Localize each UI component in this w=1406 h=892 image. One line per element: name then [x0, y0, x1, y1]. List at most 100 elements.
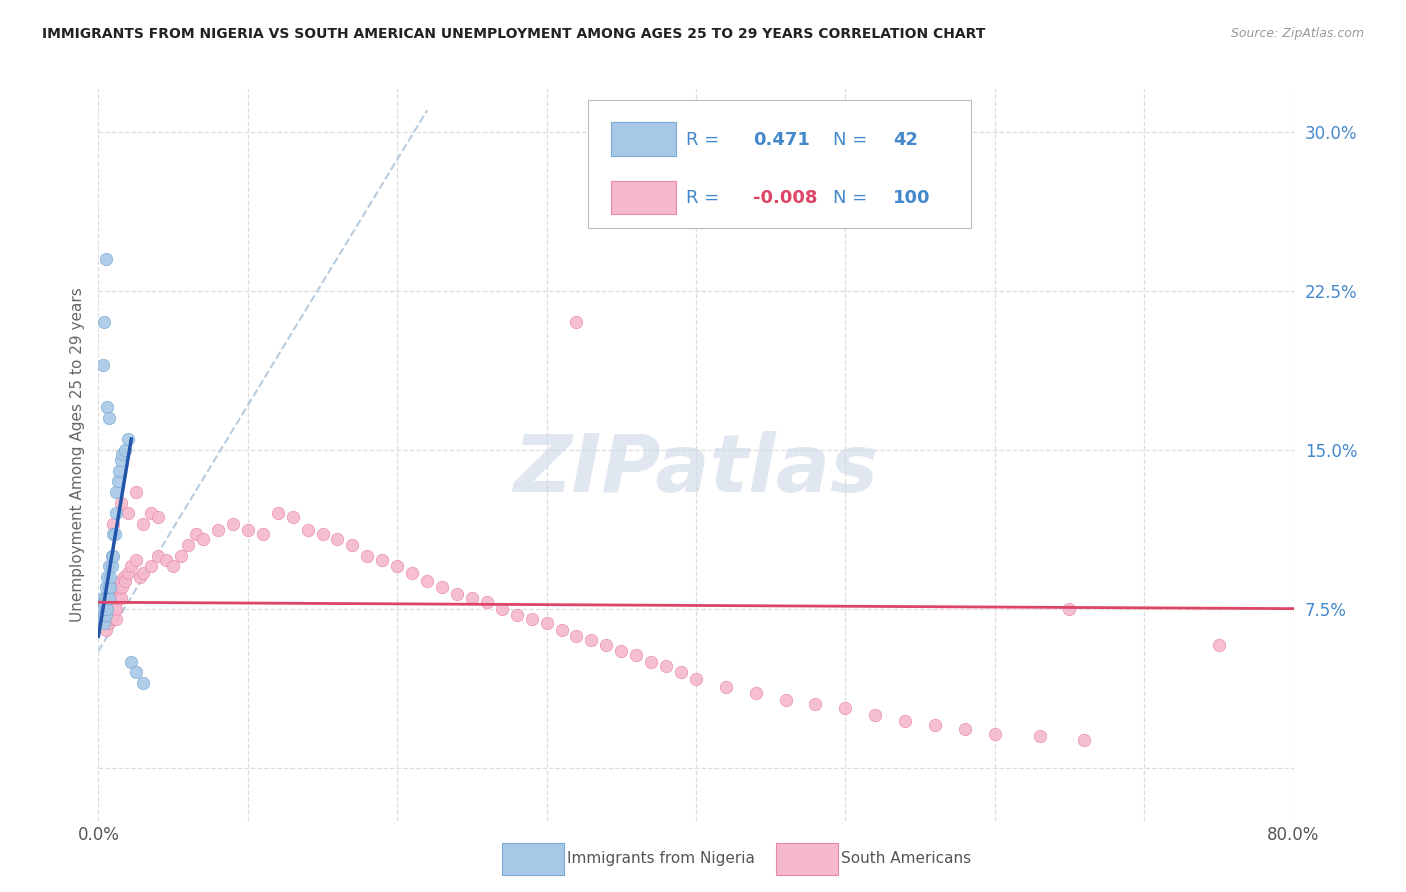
Point — [101, 559, 124, 574]
Point — [97, 559, 120, 574]
Point — [110, 453, 132, 467]
Text: 42: 42 — [893, 130, 918, 149]
Point — [430, 581, 453, 595]
Point — [107, 475, 129, 489]
Point — [117, 566, 139, 580]
Point — [252, 527, 274, 541]
Text: 100: 100 — [893, 189, 931, 207]
Point — [865, 707, 887, 722]
FancyBboxPatch shape — [502, 843, 564, 875]
Point — [96, 591, 118, 605]
Point — [475, 595, 498, 609]
Point — [98, 570, 122, 584]
Point — [103, 516, 125, 531]
Point — [98, 607, 122, 622]
Point — [114, 442, 136, 457]
Point — [110, 574, 132, 588]
Point — [281, 510, 304, 524]
Point — [640, 655, 662, 669]
Point — [714, 680, 737, 694]
Text: -0.008: -0.008 — [754, 189, 818, 207]
Point — [97, 616, 120, 631]
Point — [93, 607, 115, 622]
Point — [669, 665, 692, 680]
Point — [297, 523, 319, 537]
Point — [117, 432, 139, 446]
Point — [105, 601, 128, 615]
Point — [111, 447, 134, 461]
Point — [105, 506, 128, 520]
Text: IMMIGRANTS FROM NIGERIA VS SOUTH AMERICAN UNEMPLOYMENT AMONG AGES 25 TO 29 YEARS: IMMIGRANTS FROM NIGERIA VS SOUTH AMERICA… — [42, 27, 986, 41]
Point — [104, 591, 127, 605]
Point — [93, 607, 115, 622]
Point — [107, 591, 129, 605]
Point — [565, 629, 588, 643]
Point — [96, 401, 118, 415]
Point — [90, 607, 112, 622]
Point — [745, 686, 768, 700]
Point — [104, 601, 127, 615]
Point — [97, 410, 120, 425]
Point — [110, 495, 132, 509]
Point — [416, 574, 439, 588]
Point — [105, 612, 128, 626]
Point — [91, 616, 114, 631]
Point — [96, 570, 118, 584]
Point — [834, 701, 856, 715]
Point — [804, 697, 827, 711]
Point — [104, 527, 127, 541]
Point — [371, 553, 394, 567]
Point — [91, 591, 114, 605]
Point — [103, 549, 125, 563]
Point — [94, 612, 117, 626]
Point — [120, 559, 142, 574]
Point — [125, 665, 148, 680]
Point — [94, 252, 117, 266]
Point — [105, 485, 128, 500]
Point — [311, 527, 333, 541]
Point — [610, 644, 633, 658]
Point — [117, 506, 139, 520]
Point — [103, 595, 125, 609]
Point — [90, 601, 112, 615]
Point — [103, 527, 125, 541]
Text: R =: R = — [686, 130, 720, 149]
Point — [1073, 733, 1095, 747]
Point — [1028, 729, 1050, 743]
Point — [581, 633, 603, 648]
Point — [356, 549, 378, 563]
Point — [93, 601, 115, 615]
Point — [93, 616, 115, 631]
Point — [94, 623, 117, 637]
Text: 0.471: 0.471 — [754, 130, 810, 149]
Point — [89, 601, 111, 615]
Point — [236, 523, 259, 537]
FancyBboxPatch shape — [612, 122, 676, 156]
Point — [94, 601, 117, 615]
Point — [110, 591, 132, 605]
Point — [93, 315, 115, 329]
Point — [101, 549, 124, 563]
Point — [1208, 638, 1230, 652]
Point — [550, 623, 572, 637]
Point — [148, 510, 170, 524]
Point — [114, 574, 136, 588]
Point — [94, 601, 117, 615]
Point — [162, 559, 184, 574]
Point — [98, 595, 122, 609]
Point — [91, 601, 114, 615]
Point — [125, 485, 148, 500]
Point — [565, 315, 588, 329]
Point — [91, 595, 114, 609]
Text: N =: N = — [834, 130, 868, 149]
FancyBboxPatch shape — [612, 180, 676, 214]
Point — [139, 506, 162, 520]
Text: R =: R = — [686, 189, 720, 207]
Point — [326, 532, 349, 546]
FancyBboxPatch shape — [776, 843, 838, 875]
Point — [342, 538, 364, 552]
Point — [96, 601, 118, 615]
Point — [96, 591, 118, 605]
Text: Source: ZipAtlas.com: Source: ZipAtlas.com — [1230, 27, 1364, 40]
Point — [97, 581, 120, 595]
